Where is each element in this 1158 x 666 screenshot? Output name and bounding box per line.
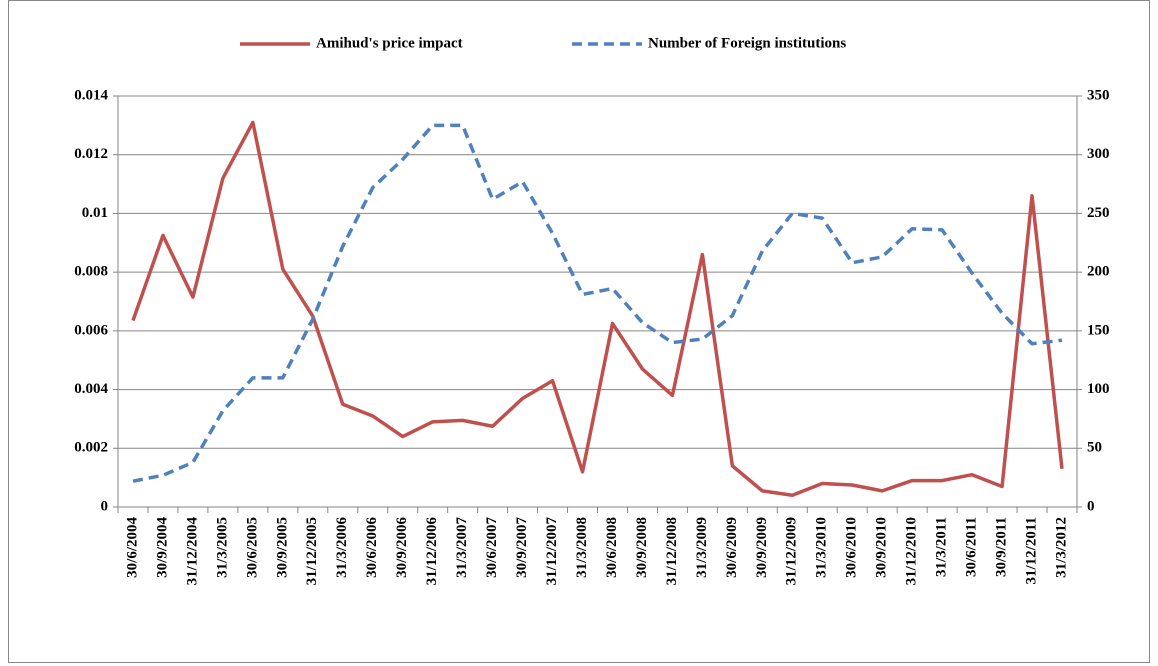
y2-tick-label: 200: [1087, 264, 1110, 280]
x-tick-label: 31/12/2007: [544, 517, 560, 586]
legend-label: Amihud's price impact: [316, 35, 463, 51]
x-tick-label: 30/9/2007: [514, 517, 530, 578]
x-tick-label: 31/12/2006: [424, 517, 440, 586]
y2-tick-label: 100: [1087, 381, 1110, 397]
x-tick-label: 30/9/2011: [994, 517, 1010, 577]
x-tick-label: 31/3/2007: [454, 517, 470, 578]
x-tick-label: 31/3/2006: [334, 517, 350, 578]
x-tick-label: 30/9/2006: [394, 517, 410, 578]
x-tick-label: 31/12/2008: [664, 517, 680, 585]
y2-tick-label: 0: [1087, 498, 1095, 514]
x-tick-label: 30/6/2011: [964, 517, 980, 577]
legend-label: Number of Foreign institutions: [648, 35, 846, 51]
y-tick-label: 0: [101, 498, 109, 514]
x-tick-label: 31/3/2012: [1053, 517, 1069, 578]
y-tick-label: 0.002: [74, 440, 108, 456]
y2-tick-label: 150: [1087, 322, 1110, 338]
y-tick-label: 0.004: [74, 381, 108, 397]
x-tick-label: 30/9/2008: [634, 517, 650, 578]
series-line: [132, 123, 1063, 483]
y2-tick-label: 250: [1087, 205, 1110, 221]
x-tick-label: 30/9/2010: [874, 517, 890, 578]
y-tick-label: 0.01: [82, 205, 108, 221]
series-line: [131, 120, 1064, 498]
x-tick-label: 30/9/2005: [274, 517, 290, 578]
y-tick-label: 0.006: [74, 322, 108, 338]
x-tick-label: 30/6/2006: [364, 517, 380, 578]
x-tick-label: 30/6/2004: [124, 517, 140, 578]
x-tick-label: 30/9/2004: [154, 517, 170, 578]
x-tick-label: 31/3/2005: [214, 517, 230, 578]
y2-tick-label: 300: [1087, 146, 1110, 162]
x-tick-label: 31/3/2010: [814, 517, 830, 578]
y2-tick-label: 50: [1087, 440, 1102, 456]
x-tick-label: 31/12/2010: [904, 517, 920, 585]
x-tick-label: 31/3/2011: [934, 517, 950, 577]
x-tick-label: 30/6/2009: [724, 517, 740, 578]
x-tick-label: 30/9/2009: [754, 517, 770, 578]
x-tick-label: 30/6/2007: [484, 517, 500, 578]
x-tick-label: 30/6/2010: [844, 517, 860, 578]
x-tick-label: 31/12/2011: [1023, 517, 1039, 585]
x-tick-label: 31/3/2008: [574, 517, 590, 578]
x-tick-label: 31/12/2004: [184, 517, 200, 586]
x-tick-label: 31/3/2009: [694, 517, 710, 578]
x-tick-label: 30/6/2008: [604, 517, 620, 578]
chart-frame: [8, 0, 1150, 663]
x-tick-label: 31/12/2005: [304, 517, 320, 585]
y-tick-label: 0.014: [74, 87, 108, 103]
x-tick-label: 30/6/2005: [244, 517, 260, 578]
y-tick-label: 0.008: [74, 264, 108, 280]
y-tick-label: 0.012: [74, 146, 108, 162]
x-tick-label: 31/12/2009: [784, 517, 800, 585]
y2-tick-label: 350: [1087, 87, 1110, 103]
